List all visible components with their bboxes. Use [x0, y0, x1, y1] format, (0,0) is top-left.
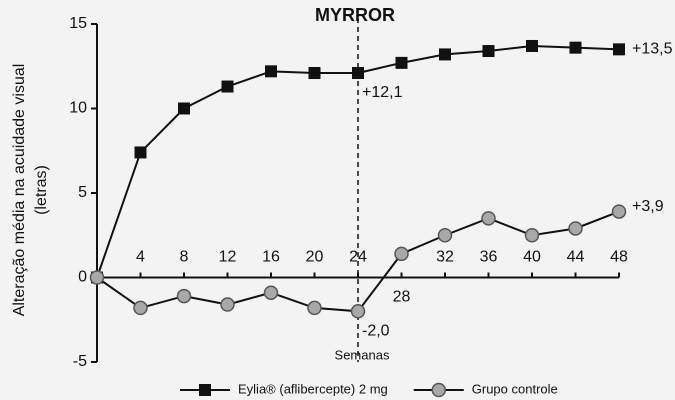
point: [611, 204, 627, 219]
point: [395, 56, 408, 69]
x-tick-label: 44: [567, 249, 585, 266]
point: [178, 102, 190, 115]
y-tick-label: 10: [69, 100, 87, 117]
y-tick-label: 5: [78, 184, 87, 201]
x-tick-label: 24: [349, 249, 367, 266]
data-label: +12,1: [362, 84, 403, 101]
data-label: +3,9: [632, 198, 664, 215]
x-tick-label: 4: [136, 249, 145, 266]
x-tick-label: 36: [480, 249, 498, 266]
point: [482, 45, 495, 58]
y-tick-label: 0: [78, 269, 87, 286]
point: [526, 39, 538, 52]
y-axis-label: Alteração média na acuidade visual (letra…: [11, 64, 50, 317]
point: [307, 300, 322, 316]
point: [176, 288, 192, 304]
point: [221, 80, 234, 93]
point: [569, 41, 582, 54]
x-axis-label: Semanas: [335, 347, 390, 362]
point: [134, 146, 147, 159]
x-tick-label: 16: [262, 249, 280, 266]
legend-marker: [431, 382, 446, 398]
point: [481, 211, 496, 226]
x-tick-label: 48: [610, 249, 628, 266]
point: [89, 270, 105, 285]
x-tick-label: 32: [436, 249, 454, 266]
x-tick-label: 12: [219, 249, 237, 266]
point: [437, 228, 453, 243]
point: [265, 65, 277, 78]
point: [394, 246, 409, 262]
x-tick-label: 40: [523, 249, 541, 266]
x-tick-label: 28: [393, 289, 411, 306]
point: [352, 67, 364, 80]
point: [133, 300, 148, 316]
series-line: [96, 44, 620, 278]
legend-label: Grupo controle: [472, 381, 558, 396]
point: [568, 221, 583, 236]
point: [220, 297, 235, 312]
data-label: -2,0: [362, 323, 390, 340]
y-tick-label: 15: [69, 15, 87, 32]
legend-marker: [199, 384, 211, 396]
data-label: +13,5: [632, 41, 673, 58]
point: [524, 228, 540, 243]
x-tick-label: 8: [180, 249, 189, 266]
legend-label: Eylia® (aflibercepte) 2 mg: [238, 381, 388, 396]
point: [613, 43, 625, 56]
chart-title: MYRROR: [315, 5, 395, 25]
y-tick-label: -5: [73, 353, 87, 370]
x-tick-label: 20: [306, 249, 324, 266]
point: [350, 304, 366, 319]
point: [308, 67, 321, 80]
legend: Eylia® (aflibercepte) 2 mg Grupo controle: [180, 381, 558, 398]
point: [439, 48, 451, 61]
point: [263, 285, 279, 300]
